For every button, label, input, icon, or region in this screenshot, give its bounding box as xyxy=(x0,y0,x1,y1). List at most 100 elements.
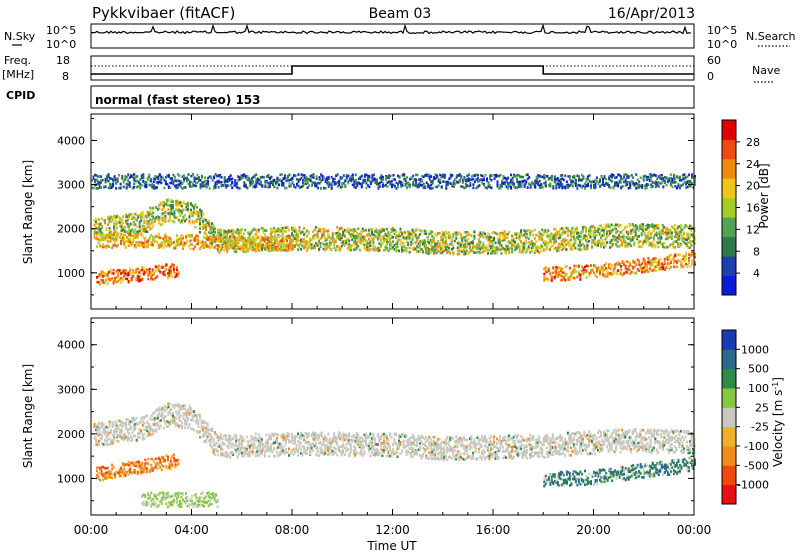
data-cell xyxy=(655,231,658,235)
data-cell xyxy=(409,185,412,189)
data-cell xyxy=(146,222,149,225)
data-cell xyxy=(174,201,177,205)
data-cell xyxy=(490,250,492,253)
data-cell xyxy=(313,233,316,237)
data-cell xyxy=(151,235,154,239)
data-cell xyxy=(641,270,644,274)
data-cell xyxy=(660,242,663,246)
data-cell xyxy=(573,174,576,178)
data-cell xyxy=(336,236,339,239)
data-cell xyxy=(496,180,499,183)
data-cell xyxy=(446,183,449,186)
data-cell xyxy=(384,238,387,241)
data-cell xyxy=(577,231,580,235)
data-cell xyxy=(115,187,118,190)
data-cell xyxy=(572,231,575,234)
data-cell xyxy=(381,242,384,246)
data-cell xyxy=(349,248,352,252)
data-cell xyxy=(157,264,160,268)
data-cell xyxy=(132,239,135,242)
data-cell xyxy=(470,178,473,181)
data-cell xyxy=(606,223,609,227)
data-cell xyxy=(431,230,434,234)
data-cell xyxy=(218,228,221,232)
data-cell xyxy=(467,231,470,234)
data-cell xyxy=(532,183,535,187)
data-cell xyxy=(652,243,655,247)
data-cell xyxy=(521,242,524,246)
data-cell xyxy=(249,179,252,183)
data-cell xyxy=(153,273,156,276)
nave-tick-bottom: 0 xyxy=(707,70,714,83)
data-cell xyxy=(116,222,119,225)
data-cell xyxy=(465,249,468,252)
data-cell xyxy=(227,244,230,248)
data-cell xyxy=(324,248,327,252)
data-cell xyxy=(319,228,322,231)
data-cell xyxy=(316,244,319,247)
data-cell xyxy=(459,249,462,252)
data-cell xyxy=(551,244,554,247)
data-cell xyxy=(270,237,273,241)
data-cell xyxy=(174,244,177,248)
data-cell xyxy=(373,234,376,238)
data-cell xyxy=(102,238,105,241)
data-cell xyxy=(155,206,158,209)
data-cell xyxy=(353,185,356,189)
data-cell xyxy=(194,203,197,206)
data-cell xyxy=(188,234,190,238)
data-cell xyxy=(663,246,666,249)
data-cell xyxy=(218,244,221,247)
data-cell xyxy=(242,236,245,240)
data-cell xyxy=(183,186,185,189)
data-cell xyxy=(94,173,96,177)
data-cell xyxy=(146,230,149,234)
data-cell xyxy=(157,244,160,247)
data-cell xyxy=(203,242,206,245)
data-cell xyxy=(162,265,165,269)
data-cell xyxy=(628,223,631,227)
data-cell xyxy=(261,184,264,188)
data-cell xyxy=(388,175,390,178)
data-cell xyxy=(204,241,207,244)
data-cell xyxy=(183,242,186,245)
data-cell xyxy=(327,234,330,238)
data-cell xyxy=(297,178,300,182)
data-cell xyxy=(493,238,495,242)
data-cell xyxy=(154,265,157,268)
data-cell xyxy=(128,228,131,231)
data-cell xyxy=(99,238,101,241)
data-cell xyxy=(455,180,458,184)
data-cell xyxy=(585,276,588,279)
data-cell xyxy=(559,236,562,240)
data-cell xyxy=(623,260,626,264)
data-cell xyxy=(305,175,308,179)
data-cell xyxy=(242,246,245,250)
data-cell xyxy=(603,246,605,249)
data-cell xyxy=(395,236,397,239)
data-cell xyxy=(681,254,684,258)
data-cell xyxy=(437,184,440,187)
data-cell xyxy=(429,239,432,243)
data-cell xyxy=(197,240,199,244)
data-cell xyxy=(460,185,463,188)
data-cell xyxy=(639,240,642,243)
data-cell xyxy=(614,267,617,270)
data-cell xyxy=(397,182,399,186)
data-cell xyxy=(106,176,109,179)
data-cell xyxy=(169,177,172,180)
data-cell xyxy=(127,238,130,241)
data-cell xyxy=(580,230,583,234)
data-cell xyxy=(684,224,687,227)
data-cell xyxy=(559,266,562,270)
data-cell xyxy=(506,232,509,236)
data-cell xyxy=(467,177,470,180)
data-cell xyxy=(563,241,566,245)
data-cell xyxy=(141,226,144,230)
data-cell xyxy=(235,182,238,185)
data-cell xyxy=(324,187,327,190)
data-cell xyxy=(267,245,270,248)
data-cell xyxy=(487,181,490,184)
data-cell xyxy=(493,236,495,240)
